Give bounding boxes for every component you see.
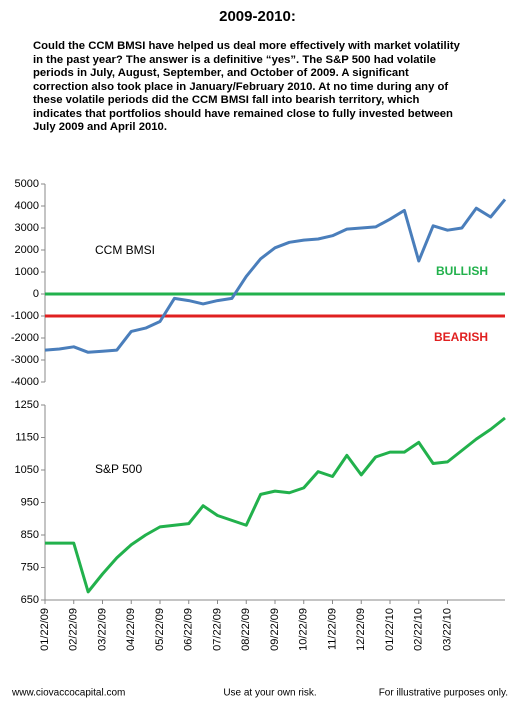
x-tick-label: 10/22/09 — [298, 608, 310, 651]
series-label: CCM BMSI — [95, 243, 155, 257]
reference-label: BULLISH — [436, 264, 488, 278]
y-tick-label: 3000 — [15, 222, 39, 234]
x-tick-label: 08/22/09 — [240, 608, 252, 651]
y-tick-label: -4000 — [11, 376, 39, 388]
description-line: Could the CCM BMSI have helped us deal m… — [33, 40, 460, 52]
footer-right: For illustrative purposes only. — [379, 688, 508, 699]
x-tick-label: 04/22/09 — [125, 608, 137, 651]
y-tick-label: 1050 — [15, 464, 39, 476]
reference-label: BEARISH — [434, 330, 488, 344]
x-tick-label: 06/22/09 — [183, 608, 195, 651]
series-line — [44, 198, 507, 354]
description-line: correction also took place in January/Fe… — [33, 80, 449, 93]
x-tick-label: 01/22/09 — [39, 608, 51, 651]
y-tick-label: 1000 — [15, 266, 39, 278]
page-title: 2009-2010: — [219, 8, 296, 25]
y-tick-label: -3000 — [11, 354, 39, 366]
x-tick-label: 07/22/09 — [211, 608, 223, 651]
x-tick-label: 09/22/09 — [269, 608, 281, 651]
x-tick-label: 11/22/09 — [326, 608, 338, 650]
y-tick-label: 2000 — [15, 244, 39, 256]
y-tick-label: 950 — [21, 496, 39, 508]
description-line: these volatile periods did the CCM BMSI … — [33, 94, 420, 106]
y-tick-label: 0 — [33, 288, 39, 300]
description: Could the CCM BMSI have helped us deal m… — [33, 40, 508, 135]
x-tick-label: 03/22/10 — [441, 608, 453, 651]
x-tick-label: 12/22/09 — [355, 608, 367, 651]
footer-left: www.ciovaccocapital.com — [11, 688, 125, 699]
description-line: in the past year? The answer is a defini… — [33, 53, 436, 66]
x-tick-label: 03/22/09 — [96, 608, 108, 651]
y-tick-label: 1250 — [15, 399, 39, 411]
y-tick-label: 5000 — [15, 178, 39, 190]
footer-center: Use at your own risk. — [223, 688, 316, 699]
x-tick-label: 02/22/09 — [68, 608, 80, 651]
description-line: indicates that portfolios should have re… — [33, 107, 453, 120]
y-tick-label: 4000 — [15, 200, 39, 212]
y-tick-label: 750 — [21, 561, 39, 573]
description-line: periods in July, August, September, and … — [33, 67, 409, 79]
description-line: July 2009 and April 2010. — [33, 121, 167, 133]
y-tick-label: 850 — [21, 529, 39, 541]
y-tick-label: -1000 — [11, 310, 39, 322]
y-tick-label: -2000 — [11, 332, 39, 344]
x-tick-label: 01/22/10 — [384, 608, 396, 651]
x-tick-label: 05/22/09 — [154, 608, 166, 651]
x-tick-label: 02/22/10 — [413, 608, 425, 651]
series-line — [45, 416, 506, 594]
y-tick-label: 1150 — [15, 431, 39, 443]
y-tick-label: 650 — [21, 594, 39, 606]
series-label: S&P 500 — [95, 462, 142, 476]
